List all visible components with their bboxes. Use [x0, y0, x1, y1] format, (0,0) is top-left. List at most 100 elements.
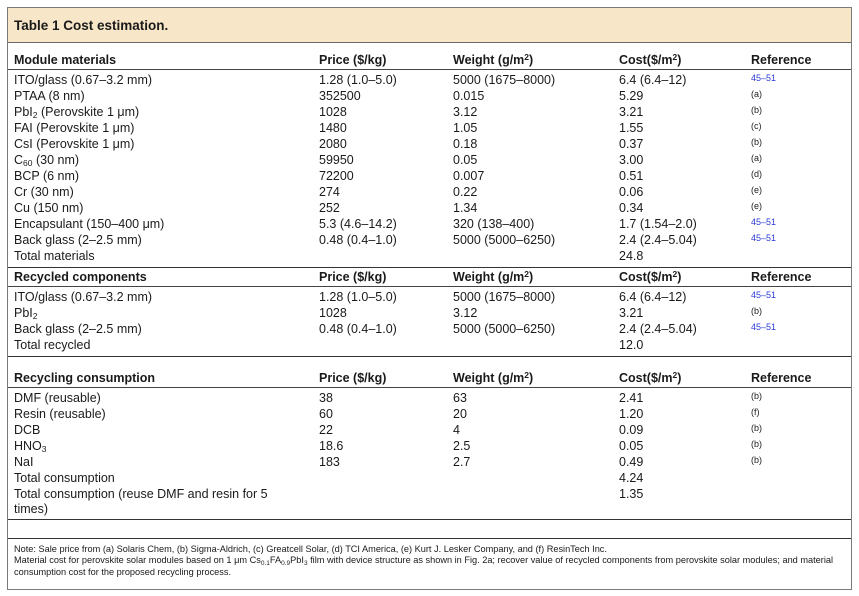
cell-item: BCP (6 nm) — [14, 168, 80, 183]
cell-reference: (b) — [751, 137, 762, 147]
cell-item: Back glass (2–2.5 mm) — [14, 232, 142, 247]
cell-price: 22 — [319, 423, 333, 437]
table-row: NaI 183 2.7 0.49 (b) — [8, 454, 851, 470]
cell-cost: 6.4 (6.4–12) — [619, 73, 687, 87]
cell-price: 0.48 (0.4–1.0) — [319, 322, 397, 336]
cell-item: HNO3 — [14, 438, 47, 454]
table-row: PbI2 (Perovskite 1 μm) 1028 3.12 3.21 (b) — [8, 104, 851, 120]
cell-reference: (b) — [751, 105, 762, 115]
cell-price: 72200 — [319, 169, 354, 183]
table-row: CsI (Perovskite 1 μm) 2080 0.18 0.37 (b) — [8, 136, 851, 152]
cell-price: 5.3 (4.6–14.2) — [319, 217, 397, 231]
column-header-weight: Weight (g/m2) — [453, 52, 534, 67]
section-title: Recycled components — [14, 269, 147, 284]
section-title: Recycling consumption — [14, 370, 155, 385]
cell-item: Cr (30 nm) — [14, 184, 74, 199]
cell-reference[interactable]: 45–51 — [751, 217, 777, 227]
cell-weight: 5000 (1675–8000) — [453, 73, 556, 87]
cell-weight: 20 — [453, 407, 467, 421]
cell-cost: 0.05 — [619, 439, 644, 453]
cell-item: DCB — [14, 422, 41, 437]
cell-item: Total consumption (reuse DMF and resin f… — [14, 487, 268, 516]
table-row: PTAA (8 nm) 352500 0.015 5.29 (a) — [8, 88, 851, 104]
table-row: Cu (150 nm) 252 1.34 0.34 (e) — [8, 200, 851, 216]
table-row: Back glass (2–2.5 mm) 0.48 (0.4–1.0) 5000 … — [8, 232, 851, 248]
cell-cost: 3.21 — [619, 105, 644, 119]
cell-weight: 1.34 — [453, 201, 478, 215]
cell-reference[interactable]: 45–51 — [751, 322, 777, 332]
cell-item: FAI (Perovskite 1 μm) — [14, 120, 135, 135]
cell-cost: 0.37 — [619, 137, 644, 151]
column-header-weight: Weight (g/m2) — [453, 370, 534, 385]
cell-cost: 6.4 (6.4–12) — [619, 290, 687, 304]
table-row: PbI2 1028 3.12 3.21 (b) — [8, 305, 851, 321]
column-header-reference: Reference — [751, 53, 812, 67]
cell-weight: 0.22 — [453, 185, 478, 199]
table-row: Total recycled 12.0 — [8, 337, 851, 353]
cell-reference[interactable]: 45–51 — [751, 290, 777, 300]
cell-cost: 0.06 — [619, 185, 644, 199]
cell-price: 1028 — [319, 306, 347, 320]
cell-item: PbI2 (Perovskite 1 μm) — [14, 104, 140, 120]
cell-reference: (a) — [751, 89, 762, 99]
cell-weight: 3.12 — [453, 306, 478, 320]
cell-reference: (b) — [751, 423, 762, 433]
table-row: Back glass (2–2.5 mm) 0.48 (0.4–1.0) 5000 … — [8, 321, 851, 337]
cell-item: ITO/glass (0.67–3.2 mm) — [14, 72, 153, 87]
cell-price: 59950 — [319, 153, 354, 167]
table-row: Resin (reusable) 60 20 1.20 (f) — [8, 406, 851, 422]
cell-weight: 0.05 — [453, 153, 478, 167]
cell-cost: 2.41 — [619, 391, 644, 405]
cell-cost: 1.20 — [619, 407, 644, 421]
cell-reference: (b) — [751, 306, 762, 316]
cell-price: 352500 — [319, 89, 361, 103]
cell-price: 183 — [319, 455, 340, 469]
note-description: Material cost for perovskite solar modul… — [14, 555, 834, 577]
section-title: Module materials — [14, 52, 117, 67]
cell-cost: 0.49 — [619, 455, 644, 469]
cell-weight: 2.5 — [453, 439, 471, 453]
section-header-row: Recycled components Price ($/kg) Weight (g… — [8, 268, 851, 287]
cell-price: 18.6 — [319, 439, 344, 453]
column-header-price: Price ($/kg) — [319, 53, 387, 67]
cell-item: Total consumption — [14, 470, 115, 485]
cell-item: Total materials — [14, 248, 95, 263]
cell-item: Cu (150 nm) — [14, 200, 84, 215]
cell-weight: 2.7 — [453, 455, 471, 469]
cell-price: 60 — [319, 407, 333, 421]
cell-cost: 2.4 (2.4–5.04) — [619, 233, 697, 247]
table-note: Note: Sale price from (a) Solaris Chem, … — [8, 538, 851, 589]
cell-weight: 0.007 — [453, 169, 485, 183]
cell-item: Total recycled — [14, 337, 91, 352]
column-header-price: Price ($/kg) — [319, 270, 387, 284]
cell-cost: 4.24 — [619, 471, 644, 485]
cell-weight: 5000 (5000–6250) — [453, 233, 556, 247]
cell-reference[interactable]: 45–51 — [751, 73, 777, 83]
cell-cost: 1.35 — [619, 487, 644, 501]
cell-item: DMF (reusable) — [14, 390, 101, 405]
table-row: BCP (6 nm) 72200 0.007 0.51 (d) — [8, 168, 851, 184]
table-row: Total materials 24.8 — [8, 248, 851, 264]
table-section: Recycling consumption Price ($/kg) Weight … — [8, 369, 851, 520]
cell-cost: 0.34 — [619, 201, 644, 215]
cell-item: PTAA (8 nm) — [14, 88, 85, 103]
cell-reference: (b) — [751, 439, 762, 449]
cell-cost: 1.55 — [619, 121, 644, 135]
table-row: Encapsulant (150–400 μm) 5.3 (4.6–14.2) 32… — [8, 216, 851, 232]
table-title: Table 1 Cost estimation. — [8, 8, 851, 43]
cell-reference — [751, 337, 851, 338]
cell-cost: 1.7 (1.54–2.0) — [619, 217, 697, 231]
table-row: Total consumption (reuse DMF and resin f… — [8, 486, 851, 516]
cell-item: Back glass (2–2.5 mm) — [14, 321, 142, 336]
column-header-price: Price ($/kg) — [319, 371, 387, 385]
table-row: HNO3 18.6 2.5 0.05 (b) — [8, 438, 851, 454]
cell-reference[interactable]: 45–51 — [751, 233, 777, 243]
cell-weight: 320 (138–400) — [453, 217, 535, 231]
cell-weight: 3.12 — [453, 105, 478, 119]
column-header-cost: Cost($/m2) — [619, 52, 682, 67]
cell-weight: 5000 (5000–6250) — [453, 322, 556, 336]
cell-cost: 12.0 — [619, 338, 644, 352]
cell-reference: (c) — [751, 121, 762, 131]
note-sources: Note: Sale price from (a) Solaris Chem, … — [14, 544, 607, 554]
cell-item: C60 (30 nm) — [14, 152, 80, 168]
